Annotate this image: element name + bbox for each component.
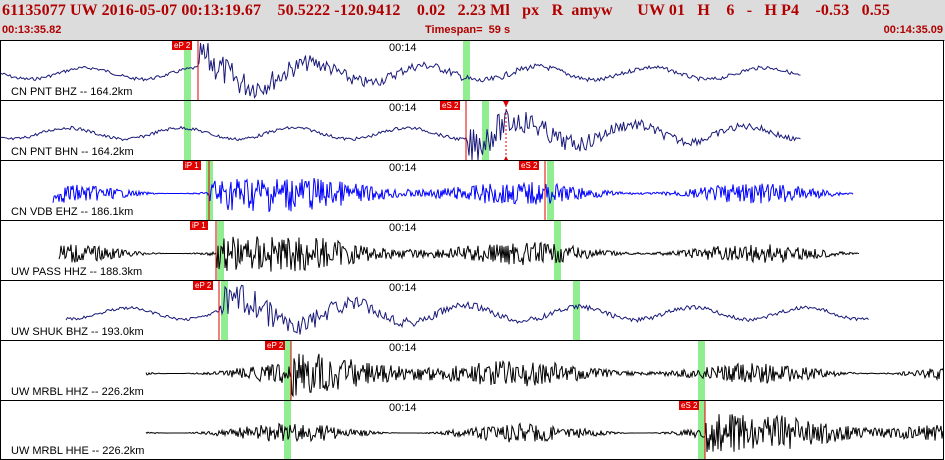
- pick-label[interactable]: iP 1: [183, 161, 201, 170]
- pick-label[interactable]: eP 2: [193, 281, 214, 290]
- waveform-trace: [52, 177, 854, 213]
- time-tick-label: 00:14: [389, 42, 417, 54]
- time-tick-label: 00:14: [389, 402, 417, 414]
- trace-panel[interactable]: iP 1 eS 2 00:14 CN VDB EHZ -- 186.1km: [0, 160, 944, 221]
- station-channel-label: CN PNT BHZ -- 164.2km: [11, 86, 133, 98]
- trace-plot: [145, 341, 943, 400]
- end-time: 00:14:35.09: [883, 24, 943, 36]
- seismogram-panels: eP 2 00:14 CN PNT BHZ -- 164.2km eS 2 00:14 C…: [0, 40, 945, 460]
- trace-plot: [145, 401, 943, 459]
- event-header: 61135077 UW 2016-05-07 00:13:19.67 50.52…: [0, 0, 945, 41]
- waveform-trace: [145, 414, 943, 453]
- pick-window-band: [547, 161, 554, 220]
- pick-window-band: [573, 281, 580, 340]
- time-tick-label: 00:14: [389, 162, 417, 174]
- pick-window-band: [221, 281, 228, 340]
- waveform-trace: [1, 42, 801, 99]
- pick-label[interactable]: eS 2: [519, 161, 540, 170]
- amplitude-marker-icon: [503, 101, 509, 107]
- time-tick-label: 00:14: [389, 342, 417, 354]
- pick-window-band: [184, 41, 191, 100]
- trace-plot: [1, 41, 801, 100]
- station-channel-label: CN PNT BHN -- 164.2km: [11, 146, 134, 158]
- pick-label[interactable]: eS 2: [440, 101, 461, 110]
- pick-window-band: [698, 401, 705, 459]
- station-channel-label: UW SHUK BHZ -- 193.0km: [11, 326, 144, 338]
- pick-window-band: [463, 41, 470, 100]
- waveform-trace: [145, 353, 943, 398]
- trace-panel[interactable]: eP 2 00:14 CN PNT BHZ -- 164.2km: [0, 40, 944, 101]
- start-time: 00:13:35.82: [2, 24, 62, 36]
- waveform-trace: [65, 284, 869, 335]
- waveform-trace: [1, 109, 801, 160]
- pick-label[interactable]: eP 2: [265, 341, 286, 350]
- pick-window-band: [554, 221, 561, 280]
- trace-plot: [1, 101, 801, 160]
- trace-panel[interactable]: eS 2 00:14 UW MRBL HHE -- 226.2km: [0, 400, 944, 460]
- station-channel-label: UW PASS HHZ -- 188.3km: [11, 266, 143, 278]
- station-channel-label: UW MRBL HHZ -- 226.2km: [11, 386, 144, 398]
- time-tick-label: 00:14: [389, 282, 417, 294]
- station-channel-label: UW MRBL HHE -- 226.2km: [11, 445, 145, 457]
- pick-window-band: [482, 101, 489, 160]
- time-tick-label: 00:14: [389, 222, 417, 234]
- pick-window-band: [184, 101, 191, 160]
- trace-panel[interactable]: iP 1 00:14 UW PASS HHZ -- 188.3km: [0, 220, 944, 281]
- trace-panel[interactable]: eP 2 00:14 UW MRBL HHZ -- 226.2km: [0, 340, 944, 401]
- pick-label[interactable]: eP 2: [172, 41, 193, 50]
- trace-plot: [65, 281, 869, 340]
- waveform-trace: [58, 236, 860, 272]
- pick-window-band: [698, 341, 705, 400]
- event-info-line: 61135077 UW 2016-05-07 00:13:19.67 50.52…: [2, 2, 890, 19]
- time-tick-label: 00:14: [389, 102, 417, 114]
- trace-panel[interactable]: eP 2 00:14 UW SHUK BHZ -- 193.0km: [0, 280, 944, 341]
- pick-label[interactable]: eS 2: [679, 401, 700, 410]
- trace-panel[interactable]: eS 2 00:14 CN PNT BHN -- 164.2km: [0, 100, 944, 161]
- trace-plot: [58, 221, 860, 280]
- trace-plot: [52, 161, 854, 220]
- pick-window-band: [284, 341, 291, 400]
- station-channel-label: CN VDB EHZ -- 186.1km: [11, 206, 134, 218]
- timespan-label: Timespan= 59 s: [425, 24, 511, 36]
- pick-label[interactable]: iP 1: [190, 221, 208, 230]
